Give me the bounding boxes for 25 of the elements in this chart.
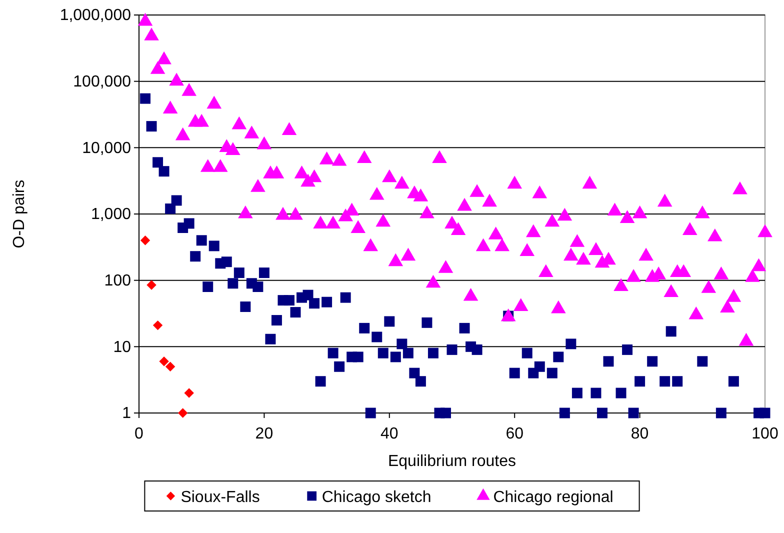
- x-axis-title: Equilibrium routes: [388, 453, 516, 470]
- x-tick-label: 0: [134, 426, 144, 443]
- x-tick-label: 40: [380, 426, 398, 443]
- y-tick-label: 10,000: [82, 140, 132, 157]
- y-tick-label: 1: [122, 405, 132, 422]
- x-tick-label: 80: [630, 426, 649, 443]
- x-tick-label: 100: [752, 426, 778, 443]
- legend-label: Sioux-Falls: [180, 489, 260, 506]
- y-tick-label: 1,000: [90, 206, 132, 224]
- legend-label: Chicago sketch: [322, 489, 432, 506]
- point: [140, 236, 150, 246]
- point: [146, 280, 156, 290]
- y-tick-label: 1,000,000: [60, 7, 132, 24]
- point: [178, 408, 188, 418]
- point: [165, 362, 176, 372]
- y-tick-label: 100: [104, 272, 132, 290]
- x-tick-label: 60: [506, 426, 524, 443]
- point: [184, 388, 194, 398]
- y-axis-title: O-D pairs: [11, 180, 28, 248]
- y-tick-label: 100,000: [73, 73, 132, 90]
- y-tick-label: 10: [113, 338, 132, 356]
- point: [159, 356, 169, 366]
- legend-label: Chicago regional: [493, 489, 614, 506]
- point: [152, 320, 163, 330]
- x-tick-label: 20: [255, 426, 274, 443]
